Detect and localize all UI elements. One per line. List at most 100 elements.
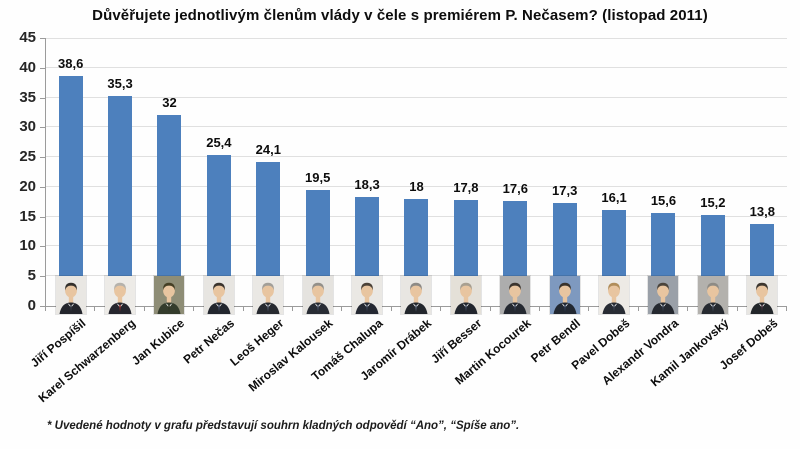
y-axis-label: 10	[19, 237, 36, 255]
member-photo	[105, 276, 136, 314]
x-axis-tick	[539, 306, 540, 311]
bar-slot: 38,6	[46, 38, 95, 314]
bar	[108, 95, 133, 306]
avatar-icon	[648, 276, 679, 314]
member-photo	[599, 276, 630, 314]
bar-value-label: 18,3	[354, 177, 380, 193]
x-axis-tick	[143, 306, 145, 311]
gridline	[46, 96, 787, 98]
bar-value-label: 15,2	[700, 195, 726, 211]
member-photo	[500, 276, 531, 314]
bar-value-label: 25,4	[206, 134, 232, 150]
chart-title: Důvěřujete jednotlivým členům vlády v če…	[92, 7, 708, 24]
gridline	[46, 156, 787, 158]
avatar-icon	[352, 276, 383, 314]
avatar-icon	[253, 276, 284, 314]
avatar-icon	[401, 276, 432, 314]
x-axis-tick	[94, 306, 96, 311]
member-photo	[253, 276, 284, 314]
x-axis-tick	[242, 306, 244, 311]
bar-slot: 16,1	[589, 38, 638, 314]
y-axis-label: 20	[19, 177, 36, 195]
bar-slot: 13,8	[738, 38, 787, 314]
x-axis-tick	[736, 306, 738, 311]
category-label: Jan Kubice	[129, 316, 188, 368]
member-photo	[549, 276, 580, 314]
x-axis-tick	[637, 306, 639, 311]
x-axis-tick	[440, 306, 442, 311]
avatar-icon	[105, 276, 136, 314]
bar-value-label: 35,3	[107, 75, 133, 91]
member-photo	[401, 276, 432, 314]
gridline	[46, 66, 787, 68]
bar-value-label: 18	[409, 178, 424, 194]
bar-slot: 18	[392, 38, 441, 314]
avatar-icon	[302, 276, 333, 314]
x-axis-tick	[588, 306, 590, 311]
bar-slot: 32	[145, 38, 194, 314]
y-axis-label: 0	[27, 297, 36, 314]
bar-slot: 15,6	[639, 38, 688, 314]
y-axis-tick	[40, 97, 45, 99]
member-photo	[203, 276, 234, 314]
x-axis-tick	[687, 306, 689, 311]
y-axis-label: 15	[19, 207, 36, 225]
bar-slot: 24,1	[244, 38, 293, 314]
y-axis-label: 5	[27, 267, 36, 285]
x-axis-tick	[292, 306, 293, 311]
bar	[58, 76, 83, 306]
gridline	[46, 38, 787, 39]
y-axis-tick	[40, 186, 45, 188]
avatar-icon	[203, 276, 234, 314]
y-axis-label: 35	[19, 88, 36, 106]
x-axis-tick	[193, 306, 195, 311]
gridline	[46, 126, 787, 128]
x-axis-tick	[341, 306, 343, 311]
avatar-icon	[697, 276, 728, 314]
bar-slot: 15,2	[688, 38, 737, 314]
y-axis-label: 40	[19, 58, 36, 76]
y-axis-tick	[40, 67, 45, 69]
y-axis-label: 25	[19, 148, 36, 166]
bar-value-label: 17,8	[453, 180, 479, 195]
avatar-icon	[154, 276, 185, 314]
y-axis-tick	[40, 38, 45, 39]
member-photo	[648, 276, 679, 314]
avatar-icon	[500, 276, 531, 314]
y-axis-tick	[40, 216, 45, 218]
y-axis-tick	[40, 306, 45, 307]
y-axis-tick	[40, 276, 45, 278]
bar-slot: 17,3	[540, 38, 589, 314]
member-photo	[302, 276, 333, 314]
member-photo	[450, 276, 481, 314]
bar-value-label: 32	[162, 95, 177, 111]
gridline	[46, 185, 787, 187]
bar-slot: 19,5	[293, 38, 342, 314]
category-label: Miroslav Kalousek	[245, 316, 336, 395]
avatar-icon	[450, 276, 481, 314]
bar-value-label: 17,3	[552, 182, 578, 198]
bar-slot: 17,6	[491, 38, 540, 314]
bar-slot: 17,8	[441, 38, 490, 314]
bar-value-label: 38,6	[58, 56, 84, 72]
y-axis-label: 45	[19, 29, 36, 46]
member-photo	[154, 276, 185, 314]
x-axis-tick	[489, 306, 491, 311]
member-photo	[747, 276, 778, 314]
member-photo	[55, 276, 86, 314]
y-axis-tick	[40, 246, 45, 248]
bar-value-label: 19,5	[305, 169, 331, 185]
member-photo	[352, 276, 383, 314]
plot-area: 38,6 35,3 32 25,4 24,1 19,5 18,3 18 17,8 17,6 17,3…	[45, 38, 787, 314]
bar-value-label: 16,1	[601, 190, 627, 206]
bar-value-label: 13,8	[749, 203, 775, 219]
y-axis-tick	[40, 127, 45, 129]
bar-slot: 25,4	[194, 38, 243, 314]
member-photo	[697, 276, 728, 314]
bar-slot: 18,3	[342, 38, 391, 314]
footnote: * Uvedené hodnoty v grafu představují so…	[47, 420, 520, 432]
x-axis-tick	[786, 306, 787, 311]
avatar-icon	[549, 276, 580, 314]
avatar-icon	[599, 276, 630, 314]
